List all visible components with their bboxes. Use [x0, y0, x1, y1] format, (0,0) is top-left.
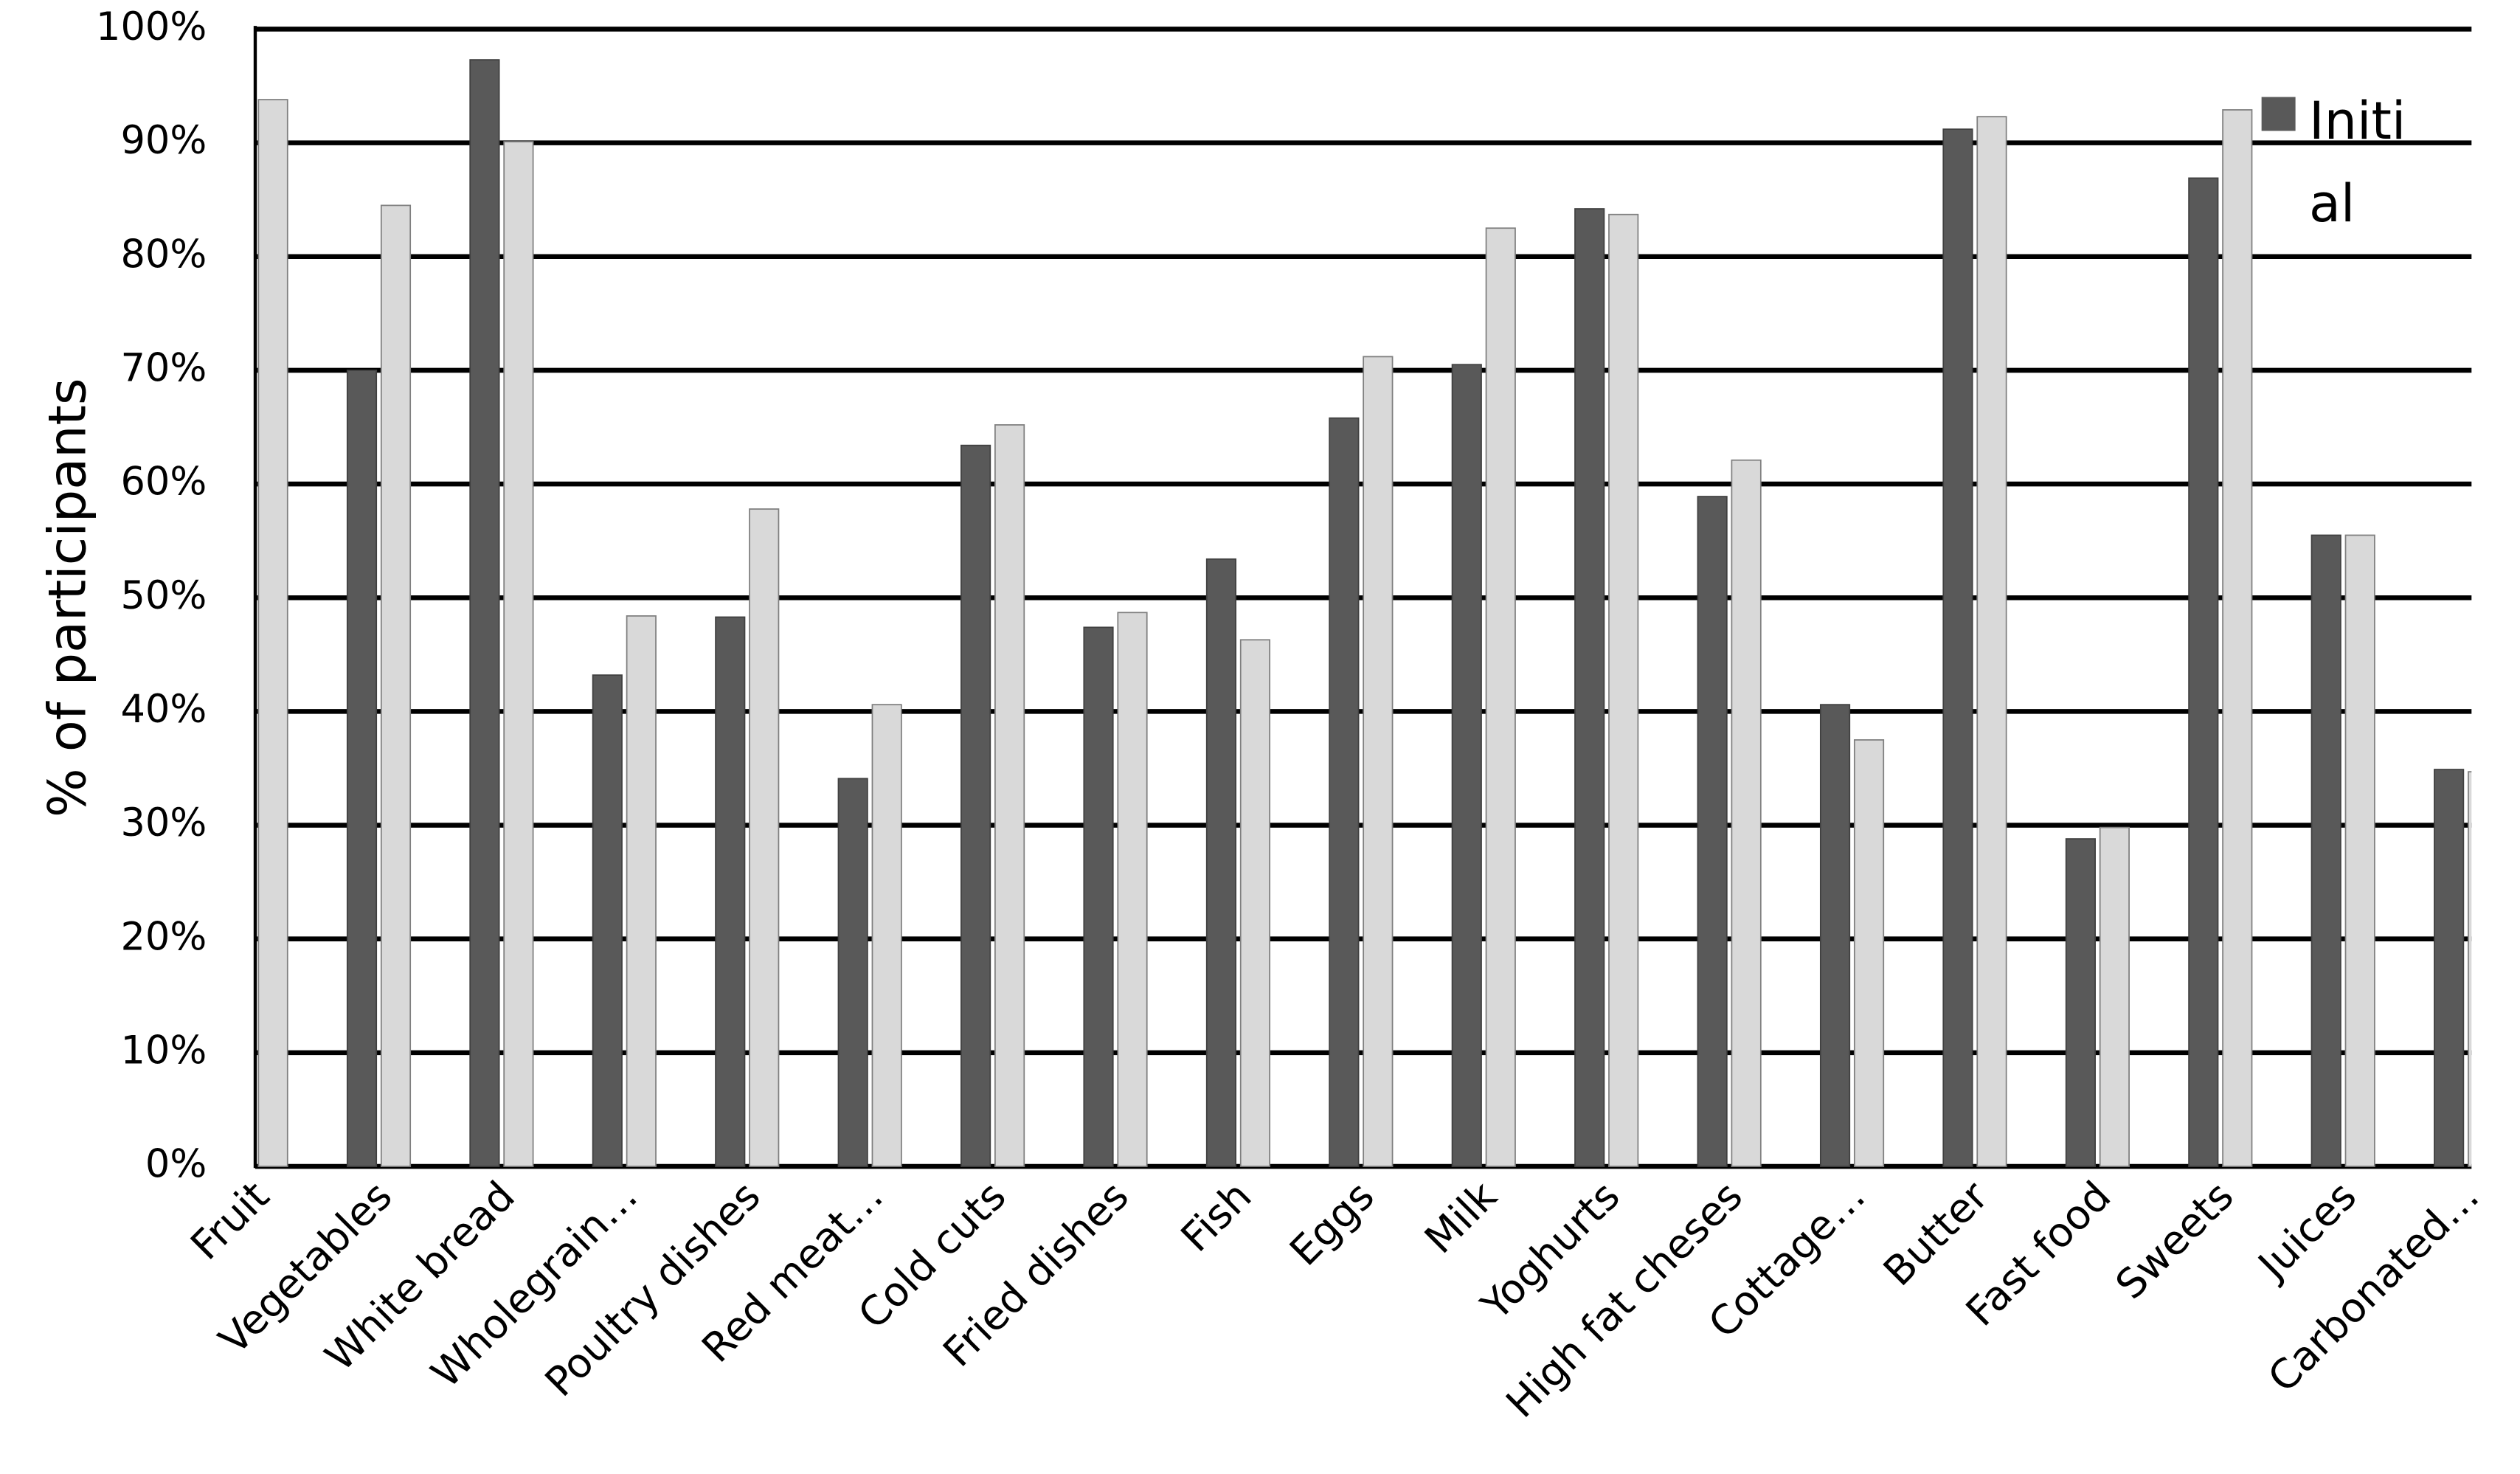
bar	[960, 444, 991, 1167]
x-tick-label: Eggs	[1281, 1172, 1383, 1275]
bar	[2344, 534, 2375, 1167]
bar	[2065, 838, 2096, 1167]
bar	[1451, 364, 1482, 1167]
bar	[2188, 177, 2219, 1167]
bar	[503, 141, 534, 1167]
x-tick-label: Carbonated…	[2259, 1172, 2488, 1402]
x-tick-label: Juices	[2248, 1172, 2365, 1290]
y-tick-label: 50%	[120, 573, 207, 618]
bar	[2099, 826, 2130, 1167]
y-tick-label: 100%	[96, 4, 207, 49]
bar	[2222, 109, 2253, 1167]
bar	[626, 615, 657, 1167]
y-tick-label: 20%	[120, 914, 207, 959]
bar	[1205, 558, 1237, 1167]
bar	[871, 704, 902, 1167]
bar	[1976, 116, 2007, 1167]
bar	[1697, 496, 1728, 1167]
x-tick-label: Fish	[1171, 1172, 1260, 1261]
bar	[2310, 534, 2341, 1167]
y-axis-title: % of participants	[37, 378, 97, 817]
bar	[1239, 639, 1271, 1167]
bar	[1608, 213, 1639, 1167]
y-tick-label: 80%	[120, 232, 207, 277]
y-tick-label: 90%	[120, 118, 207, 163]
y-tick-label: 60%	[120, 460, 207, 505]
bar	[1942, 128, 1973, 1167]
bar	[1853, 739, 1885, 1167]
y-tick-label: 30%	[120, 800, 207, 845]
bar	[1731, 459, 1762, 1167]
bar	[2468, 771, 2472, 1167]
bar	[380, 204, 412, 1167]
bars	[257, 59, 2472, 1167]
bar	[1363, 356, 1394, 1167]
x-tick-label: Sweets	[2106, 1172, 2242, 1308]
bar	[1574, 208, 1605, 1167]
y-tick-label: 10%	[120, 1028, 207, 1073]
bar	[469, 59, 500, 1167]
bar	[346, 370, 378, 1167]
bar	[749, 508, 780, 1167]
bar	[994, 424, 1025, 1167]
y-tick-label: 70%	[120, 346, 207, 391]
y-tick-label: 0%	[145, 1142, 207, 1187]
bar	[1117, 612, 1148, 1167]
y-tick-label: 40%	[120, 687, 207, 732]
bar	[1083, 626, 1114, 1167]
bar	[837, 778, 868, 1167]
bar	[1485, 227, 1516, 1167]
bar	[257, 99, 288, 1167]
bar	[715, 616, 746, 1167]
bar	[1329, 417, 1360, 1167]
legend-label: Initial	[2309, 91, 2406, 234]
x-tick-label: Milk	[1416, 1172, 1506, 1263]
bar	[1819, 704, 1851, 1167]
bar	[2434, 769, 2465, 1167]
x-tick-label: Butter	[1875, 1172, 1998, 1295]
bar	[592, 674, 623, 1167]
x-tick-label: Poultry dishes	[536, 1172, 769, 1405]
legend-swatch	[2261, 97, 2296, 131]
